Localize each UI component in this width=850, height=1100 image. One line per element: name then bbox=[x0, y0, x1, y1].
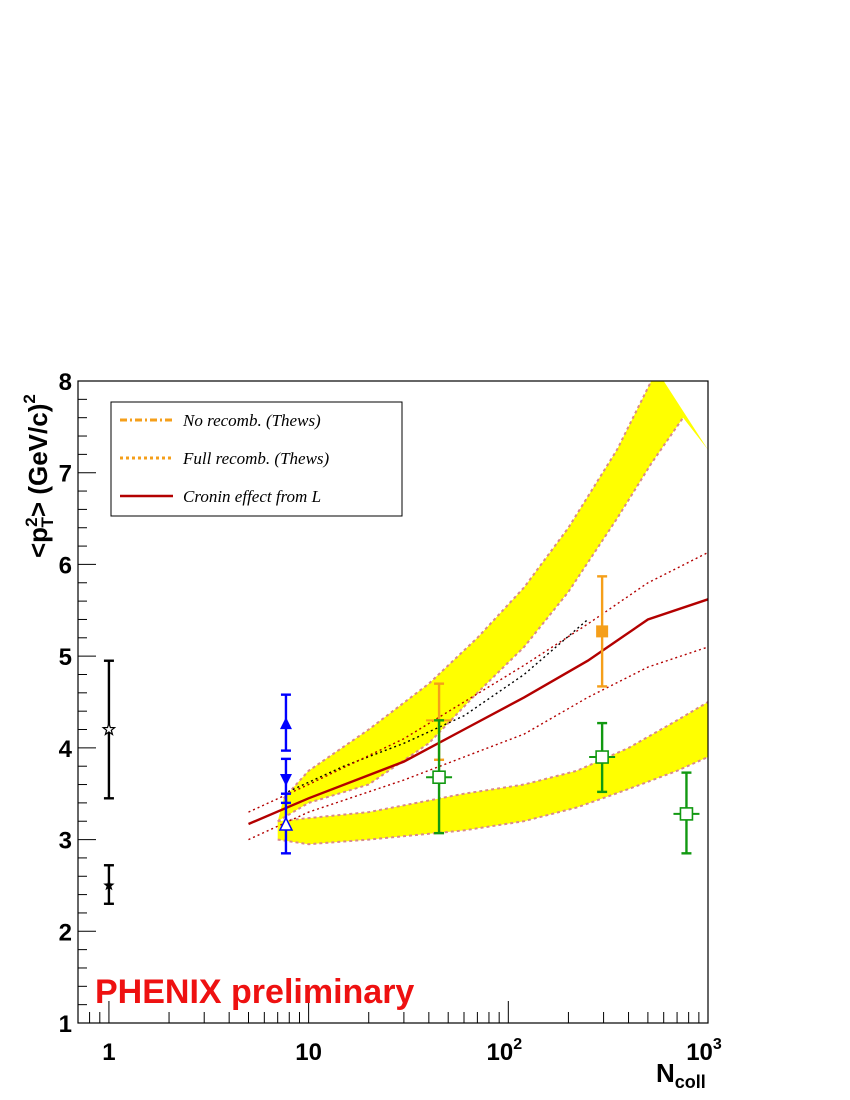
y-tick-label: 1 bbox=[59, 1011, 72, 1038]
band-lower-edge-1 bbox=[277, 756, 708, 846]
x-tick-label: 103 bbox=[686, 1036, 722, 1066]
bands-layer bbox=[277, 381, 708, 846]
points-layer bbox=[101, 575, 700, 905]
data-point-1 bbox=[103, 864, 115, 905]
x-tick-label: 1 bbox=[102, 1039, 115, 1066]
x-tick-label-base: 1 bbox=[102, 1039, 115, 1066]
data-point-8 bbox=[589, 721, 616, 794]
legend: No recomb. (Thews) Full recomb. (Thews) … bbox=[110, 401, 403, 517]
marker-open-star bbox=[101, 721, 117, 736]
curves-layer bbox=[248, 551, 708, 841]
ticks-layer bbox=[77, 380, 709, 1024]
curve-0 bbox=[248, 598, 708, 826]
y-axis-title-base: <p bbox=[23, 527, 53, 558]
marker-open-square bbox=[595, 750, 609, 764]
phenix-preliminary-label: PHENIX preliminary bbox=[95, 973, 414, 1011]
legend-label-full-recomb: Full recomb. (Thews) bbox=[182, 449, 330, 468]
marker-open-square bbox=[679, 807, 694, 821]
y-tick-label: 4 bbox=[59, 736, 73, 763]
x-axis-title-base: N bbox=[656, 1058, 675, 1088]
band-lower-edge-0 bbox=[277, 417, 684, 823]
y-tick-label: 8 bbox=[59, 369, 72, 396]
marker-star bbox=[103, 879, 115, 891]
x-tick-label-base: 10 bbox=[487, 1039, 514, 1066]
y-tick-label: 3 bbox=[59, 828, 72, 855]
data-point-0 bbox=[101, 659, 117, 800]
x-tick-label: 10 bbox=[295, 1039, 322, 1066]
x-tick-label-exponent: 2 bbox=[513, 1036, 522, 1053]
y-tick-label: 2 bbox=[59, 919, 72, 946]
plot-frame bbox=[77, 380, 709, 1024]
marker-triangle-up bbox=[279, 717, 292, 730]
x-tick-label-base: 10 bbox=[686, 1039, 713, 1066]
x-tick-label-exponent: 3 bbox=[713, 1036, 722, 1053]
x-tick-label-base: 10 bbox=[295, 1039, 322, 1066]
y-axis-title-rest: > (GeV/c) bbox=[23, 404, 53, 517]
x-axis-title: Ncoll bbox=[656, 1058, 706, 1092]
band-fill-1 bbox=[277, 702, 708, 845]
y-tick-label: 7 bbox=[59, 461, 72, 488]
marker-triangle-down bbox=[279, 773, 292, 786]
x-tick-label: 102 bbox=[487, 1036, 523, 1066]
marker-open-square bbox=[432, 770, 446, 785]
y-axis-title-sup2: 2 bbox=[20, 394, 39, 403]
band-fill-0 bbox=[277, 381, 708, 822]
data-point-9 bbox=[673, 771, 700, 855]
marker-open-triangle bbox=[278, 816, 294, 831]
data-point-2 bbox=[279, 693, 292, 752]
y-tick-label: 5 bbox=[59, 644, 72, 671]
y-axis-title-sub: T bbox=[38, 516, 57, 527]
x-axis-title-sub: coll bbox=[675, 1072, 706, 1092]
data-point-4 bbox=[278, 792, 294, 855]
marker-square bbox=[596, 625, 609, 638]
band-upper-edge-0 bbox=[282, 381, 653, 799]
y-axis-title-sup: 2 bbox=[22, 517, 41, 526]
data-point-7 bbox=[426, 719, 453, 835]
data-point-6 bbox=[596, 575, 609, 688]
y-axis-title: <p2T> (GeV/c)2 bbox=[20, 394, 57, 558]
band-upper-edge-1 bbox=[277, 701, 708, 823]
legend-label-no-recomb: No recomb. (Thews) bbox=[182, 411, 321, 430]
band-center-line-1 bbox=[283, 618, 589, 795]
legend-label-cronin: Cronin effect from L bbox=[183, 487, 321, 506]
y-tick-label: 6 bbox=[59, 552, 72, 579]
